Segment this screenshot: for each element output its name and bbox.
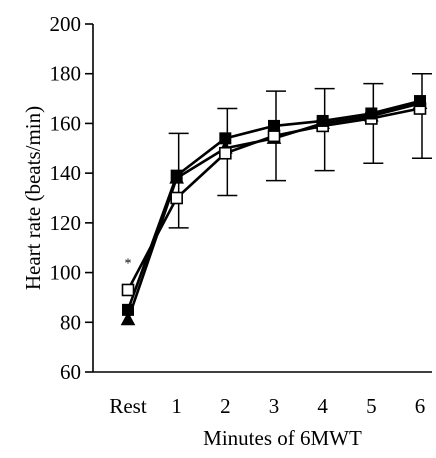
data-point-open-square (170, 191, 183, 205)
data-point-filled-square (414, 95, 426, 108)
data-point-filled-square (219, 132, 232, 145)
data-point-filled-triangle (120, 311, 136, 326)
data-point-filled-square (122, 303, 134, 316)
data-point-open-square (219, 146, 232, 160)
x-tick-label: 2 (220, 394, 231, 418)
y-tick-label: 120 (50, 211, 82, 235)
axes: 60 80 100 120 140 160 180 200 Rest 1 2 3 4 5 6 (50, 12, 432, 418)
data-point-filled-square (268, 119, 280, 132)
x-tick-label: 4 (317, 394, 328, 418)
significance-asterisk: * (125, 257, 132, 272)
data-point-open-square (267, 129, 281, 143)
y-tick-label: 160 (50, 111, 82, 135)
x-axis-label: Minutes of 6MWT (203, 426, 362, 450)
y-tick-label: 100 (50, 261, 82, 285)
data-point-filled-square (365, 107, 378, 120)
data-point-filled-square (170, 169, 183, 182)
labels: Heart rate (beats/min) Minutes of 6MWT * (21, 106, 362, 450)
data-point-filled-square (316, 114, 329, 127)
y-axis-label: Heart rate (beats/min) (21, 106, 45, 290)
y-tick-label: 60 (60, 360, 81, 384)
x-tick-label: 6 (415, 394, 426, 418)
y-tick-label: 180 (50, 62, 82, 86)
y-tick-label: 140 (50, 161, 82, 185)
x-tick-label: 5 (366, 394, 377, 418)
x-tick-label: 3 (269, 394, 280, 418)
x-tick-label: 1 (171, 394, 182, 418)
data-point-open-square (121, 283, 135, 297)
y-tick-label: 200 (50, 12, 82, 36)
markers (120, 95, 428, 326)
y-tick-label: 80 (60, 310, 81, 334)
x-tick-label: Rest (109, 394, 147, 418)
